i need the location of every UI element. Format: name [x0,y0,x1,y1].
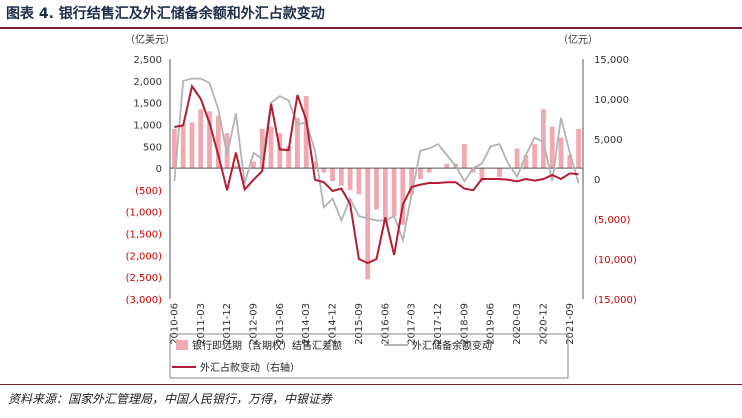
bar-2014Q4 [330,168,335,182]
right-tick-label: 10,000 [594,95,629,106]
bar-2015Q1 [338,168,344,186]
left-axis-unit: （亿美元） [125,33,175,46]
bar-2016Q4 [400,168,406,225]
legend-bar-swatch [176,340,188,350]
bar-2020Q2 [523,155,529,169]
bar-2010Q3 [180,124,186,169]
bar-2012Q4 [259,128,265,169]
right-tick-label: (5,000) [594,215,631,226]
left-tick-label: 1,500 [133,99,162,110]
x-tick-label: 2011-12 [222,303,233,345]
x-tick-label: 2014-03 [301,303,312,345]
x-tick-label: 2012-09 [248,303,259,345]
bar-2014Q1 [303,96,309,169]
bar-2019Q1 [479,168,485,182]
bar-2012Q1 [233,165,239,169]
x-tick-label: 2017-12 [433,303,444,345]
right-tick-label: 15,000 [594,55,629,66]
bar-2021Q1 [549,126,555,169]
bar-2014Q2 [312,161,318,168]
x-tick-label: 2016-06 [380,303,391,345]
x-tick-label: 2011-03 [196,303,207,345]
left-tick-label: (3,000) [126,295,163,306]
x-tick-label: 2010-06 [169,303,180,345]
bar-2013Q1 [268,126,274,169]
bar-2011Q2 [207,111,212,169]
left-tick-label: (1,500) [126,230,163,241]
left-tick-label: 2,000 [133,77,162,88]
bar-2017Q2 [418,168,423,179]
chart-svg: （亿美元） （亿元） 2,500 2,000 1,500 1,000 500 0 (500) (1… [125,33,637,379]
left-tick-label: (1,000) [126,208,163,219]
bar-2021Q4 [576,128,581,169]
bar-2011Q1 [198,109,204,169]
left-tick-label: 500 [143,142,162,153]
left-tick-label: (2,500) [126,273,163,284]
bar-2017Q1 [409,168,414,195]
right-tick-label: (10,000) [594,255,637,266]
bar-2017Q3 [426,168,432,173]
bar-2018Q4 [470,168,476,173]
bar-2014Q3 [321,168,327,173]
legend-box [169,333,569,379]
x-tick-label: 2020-12 [538,303,549,345]
right-axis-unit: （亿元） [558,33,598,46]
source-note: 资料来源：国家外汇管理局，中国人民银行，万得，中银证券 [8,392,333,406]
bar-2012Q3 [251,161,256,168]
bar-2020Q1 [514,148,520,169]
right-tick-label: 5,000 [594,135,623,146]
bar-2020Q3 [532,144,538,169]
bar-2021Q2 [558,137,564,168]
left-tick-label: 1,000 [133,120,162,131]
x-tick-label: 2014-12 [328,303,339,345]
right-tick-label: (15,000) [594,295,637,306]
bar-2015Q2 [347,168,353,190]
footer-rule [0,384,742,385]
x-tick-label: 2018-09 [459,303,470,345]
series-fx-funds-line [174,83,579,265]
right-tick-label: 0 [594,175,600,186]
bar-2016Q1 [374,168,379,210]
bar-2016Q3 [391,168,397,217]
bar-2015Q4 [365,168,371,280]
bar-2018Q3 [462,144,467,169]
legend-label-gray: 外汇储备余额变动 [412,339,492,352]
bar-2013Q3 [286,146,291,169]
bar-2016Q2 [382,168,388,223]
bar-2018Q1 [444,163,450,169]
legend-label-bar: 银行即远期（含期权）结售汇差额 [192,339,342,352]
x-tick-label: 2019-06 [486,303,497,345]
bar-2013Q4 [295,117,300,169]
bar-2015Q3 [356,168,362,195]
x-tick-label: 2020-03 [512,303,523,345]
x-tick-label: 2013-06 [275,303,286,345]
left-tick-label: 2,500 [133,55,162,66]
x-tick-label: 2015-09 [354,303,365,345]
left-tick-label: 0 [156,164,162,175]
left-tick-label: (2,000) [126,251,163,262]
series-reserve-change-line [173,77,580,244]
bar-2021Q3 [567,155,573,169]
bar-2013Q2 [277,133,283,169]
x-tick-label: 2017-03 [407,303,418,345]
bar-2010Q4 [189,122,195,169]
title-rule [0,27,742,29]
legend-label-red: 外汇占款变动（右轴） [200,361,300,374]
bar-2020Q4 [541,109,546,169]
bar-2011Q3 [215,115,221,169]
x-tick-label: 2021-09 [565,303,576,345]
bar-2010Q2 [172,128,177,169]
left-tick-label: (500) [135,186,162,197]
bar-2019Q3 [497,168,502,177]
chart-title: 图表 4. 银行结售汇及外汇储备余额和外汇占款变动 [6,6,325,22]
